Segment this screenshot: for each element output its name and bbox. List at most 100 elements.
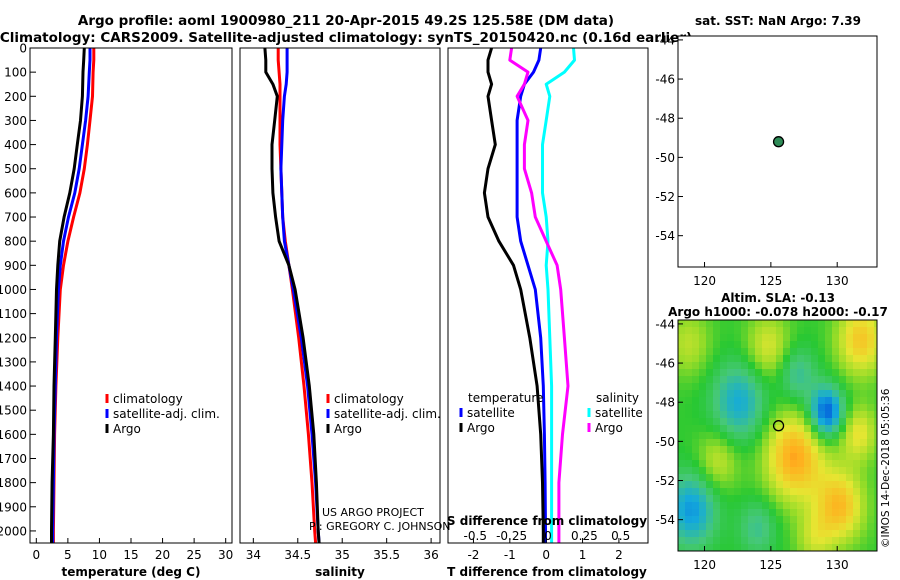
- sla-heatmap-cell: [790, 369, 798, 377]
- sla-heatmap-cell: [860, 404, 868, 412]
- temperature-x-tick-label: 30: [218, 548, 233, 562]
- sla-heatmap-cell: [769, 369, 777, 377]
- sla-heatmap-cell: [678, 334, 686, 342]
- sla-heatmap-cell: [811, 495, 819, 503]
- sla-heatmap-cell: [839, 474, 847, 482]
- sla-heatmap-cell: [790, 341, 798, 349]
- sla-heatmap-cell: [706, 488, 714, 496]
- sla-heatmap-cell: [720, 334, 728, 342]
- sla-heatmap-cell: [699, 404, 707, 412]
- sla-heatmap-cell: [678, 397, 686, 405]
- sla-heatmap-cell: [734, 509, 742, 517]
- sla-heatmap-cell: [713, 509, 721, 517]
- sla-heatmap-cell: [720, 439, 728, 447]
- sla-heatmap-cell: [846, 460, 854, 468]
- sla-heatmap-cell: [769, 404, 777, 412]
- sla-heatmap-cell: [874, 418, 878, 426]
- sla-heatmap-cell: [699, 383, 707, 391]
- sla-heatmap-cell: [818, 397, 826, 405]
- sla-heatmap-cell: [755, 432, 763, 440]
- sla-heatmap-cell: [769, 509, 777, 517]
- sla-heatmap-cell: [790, 418, 798, 426]
- sla-heatmap-cell: [804, 411, 812, 419]
- sla-heatmap-cell: [769, 439, 777, 447]
- sla-heatmap-cell: [832, 516, 840, 524]
- sla-heatmap-cell: [846, 467, 854, 475]
- sla-heatmap-cell: [720, 460, 728, 468]
- sla-heatmap-cell: [727, 516, 735, 524]
- sla-heatmap-cell: [825, 383, 833, 391]
- sla-heatmap-cell: [853, 425, 861, 433]
- sla-heatmap-cell: [825, 544, 833, 552]
- sla-heatmap-cell: [776, 516, 784, 524]
- sla-heatmap-cell: [734, 530, 742, 538]
- sla-heatmap-cell: [706, 397, 714, 405]
- depth-tick-label: 2000: [0, 524, 27, 538]
- difference-legend-salinity-title: salinity: [596, 391, 639, 405]
- sla-heatmap-cell: [762, 334, 770, 342]
- sla-heatmap-cell: [748, 488, 756, 496]
- sla-heatmap-cell: [818, 404, 826, 412]
- sla-heatmap-cell: [713, 516, 721, 524]
- sla-heatmap-cell: [692, 376, 700, 384]
- sla-heatmap-cell: [755, 383, 763, 391]
- sla-heatmap-cell: [762, 341, 770, 349]
- sla-heatmap-cell: [783, 502, 791, 510]
- sla-heatmap-cell: [818, 474, 826, 482]
- sla-map-x-tick-label: 125: [759, 558, 782, 572]
- sla-heatmap-cell: [734, 544, 742, 552]
- sla-heatmap-cell: [706, 446, 714, 454]
- sla-heatmap-cell: [818, 355, 826, 363]
- sla-heatmap-cell: [853, 376, 861, 384]
- sla-heatmap-cell: [741, 376, 749, 384]
- sla-heatmap-cell: [832, 376, 840, 384]
- salinity-difference-tick-label: -0.5: [464, 529, 487, 543]
- sla-heatmap-cell: [776, 334, 784, 342]
- sla-heatmap-cell: [720, 544, 728, 552]
- sla-heatmap-cell: [839, 453, 847, 461]
- sla-heatmap-cell: [790, 523, 798, 531]
- sla-heatmap-cell: [811, 376, 819, 384]
- sla-heatmap-cell: [804, 390, 812, 398]
- sla-heatmap-cell: [825, 334, 833, 342]
- sla-heatmap-cell: [748, 348, 756, 356]
- sla-heatmap-cell: [783, 495, 791, 503]
- sla-heatmap-cell: [832, 537, 840, 545]
- sla-heatmap-cell: [797, 341, 805, 349]
- sla-heatmap-cell: [706, 523, 714, 531]
- sla-heatmap-cell: [797, 481, 805, 489]
- sla-heatmap-cell: [832, 327, 840, 335]
- sla-heatmap-cell: [685, 523, 693, 531]
- sla-heatmap-cell: [734, 537, 742, 545]
- sla-heatmap-cell: [755, 453, 763, 461]
- sla-heatmap-cell: [678, 404, 686, 412]
- sla-heatmap-cell: [818, 502, 826, 510]
- sla-heatmap-cell: [692, 418, 700, 426]
- sla-heatmap-cell: [825, 467, 833, 475]
- sla-heatmap-cell: [713, 474, 721, 482]
- sla-heatmap-cell: [804, 530, 812, 538]
- sla-heatmap-cell: [706, 460, 714, 468]
- sla-heatmap-cell: [762, 530, 770, 538]
- sla-heatmap-cell: [727, 446, 735, 454]
- sla-heatmap-cell: [804, 418, 812, 426]
- sla-heatmap-cell: [825, 502, 833, 510]
- sla-heatmap-cell: [685, 320, 693, 328]
- sla-heatmap-cell: [776, 348, 784, 356]
- sla-heatmap-cell: [692, 453, 700, 461]
- sla-heatmap-cell: [720, 516, 728, 524]
- sla-heatmap-cell: [811, 509, 819, 517]
- sla-heatmap-cell: [699, 362, 707, 370]
- sla-heatmap-cell: [846, 334, 854, 342]
- sla-heatmap-cell: [769, 523, 777, 531]
- sla-heatmap-cell: [797, 495, 805, 503]
- sla-heatmap-cell: [860, 355, 868, 363]
- sla-heatmap-cell: [692, 446, 700, 454]
- sla-map-y-tick-label: -44: [655, 317, 675, 331]
- sla-heatmap-cell: [748, 544, 756, 552]
- sla-heatmap-cell: [783, 425, 791, 433]
- sla-heatmap-cell: [790, 474, 798, 482]
- sla-heatmap-cell: [853, 460, 861, 468]
- sla-heatmap-cell: [874, 481, 878, 489]
